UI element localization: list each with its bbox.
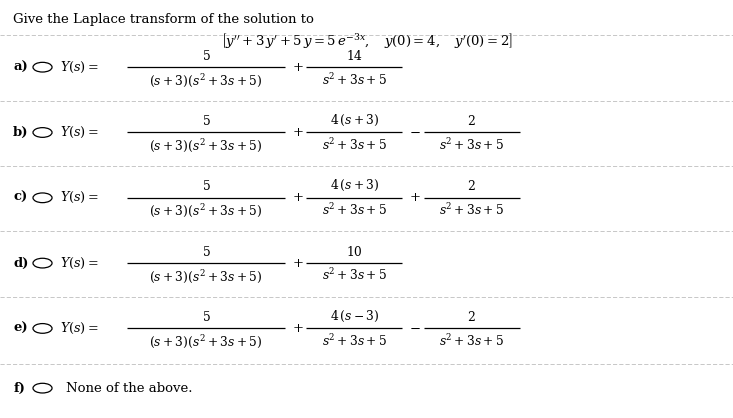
- Text: $Y(s)=$: $Y(s)=$: [60, 190, 99, 205]
- Text: $\left[y^{\prime\prime}+3\,y^{\prime}+5\,y=5\,e^{-3x},\quad y(0)=4,\quad y^{\pri: $\left[y^{\prime\prime}+3\,y^{\prime}+5\…: [221, 31, 512, 50]
- Text: None of the above.: None of the above.: [66, 382, 193, 395]
- Text: $(s+3) (s^{2}+3s+5)$: $(s+3) (s^{2}+3s+5)$: [149, 202, 262, 219]
- Text: $s^{2}+3s+5$: $s^{2}+3s+5$: [322, 268, 387, 283]
- Text: $2$: $2$: [468, 179, 476, 194]
- Text: $+$: $+$: [292, 322, 303, 335]
- Text: $4\,(s+3)$: $4\,(s+3)$: [330, 113, 379, 128]
- Text: $5$: $5$: [202, 114, 210, 128]
- Text: $Y(s)=$: $Y(s)=$: [60, 255, 99, 271]
- Text: $(s+3) (s^{2}+3s+5)$: $(s+3) (s^{2}+3s+5)$: [149, 268, 262, 285]
- Text: $Y(s)=$: $Y(s)=$: [60, 60, 99, 75]
- Text: $10$: $10$: [346, 245, 363, 259]
- Text: $-$: $-$: [409, 126, 421, 139]
- Text: $s^{2}+3s+5$: $s^{2}+3s+5$: [439, 202, 504, 218]
- Text: $2$: $2$: [468, 310, 476, 324]
- Text: c): c): [13, 191, 27, 204]
- Text: $4\,(s+3)$: $4\,(s+3)$: [330, 178, 379, 194]
- Text: $5$: $5$: [202, 245, 210, 259]
- Text: $4\,(s-3)$: $4\,(s-3)$: [330, 309, 379, 324]
- Text: $-$: $-$: [409, 322, 421, 335]
- Text: $s^{2}+3s+5$: $s^{2}+3s+5$: [439, 137, 504, 153]
- Text: $+$: $+$: [292, 126, 303, 139]
- Text: $Y(s)=$: $Y(s)=$: [60, 125, 99, 140]
- Text: f): f): [13, 382, 25, 395]
- Text: $2$: $2$: [468, 114, 476, 128]
- Text: $+$: $+$: [292, 257, 303, 270]
- Text: $5$: $5$: [202, 49, 210, 63]
- Text: $+$: $+$: [292, 191, 303, 204]
- Text: Give the Laplace transform of the solution to: Give the Laplace transform of the soluti…: [13, 13, 314, 25]
- Text: $5$: $5$: [202, 310, 210, 324]
- Text: $s^{2}+3s+5$: $s^{2}+3s+5$: [322, 202, 387, 218]
- Text: $Y(s)=$: $Y(s)=$: [60, 321, 99, 336]
- Text: $(s+3) (s^{2}+3s+5)$: $(s+3) (s^{2}+3s+5)$: [149, 137, 262, 154]
- Text: $(s+3) (s^{2}+3s+5)$: $(s+3) (s^{2}+3s+5)$: [149, 333, 262, 350]
- Text: d): d): [13, 257, 29, 270]
- Text: $(s+3) (s^{2}+3s+5)$: $(s+3) (s^{2}+3s+5)$: [149, 71, 262, 89]
- Text: $s^{2}+3s+5$: $s^{2}+3s+5$: [322, 333, 387, 349]
- Text: $s^{2}+3s+5$: $s^{2}+3s+5$: [322, 71, 387, 87]
- Text: $5$: $5$: [202, 179, 210, 194]
- Text: $+$: $+$: [292, 61, 303, 74]
- Text: $14$: $14$: [346, 49, 363, 63]
- Text: b): b): [13, 126, 29, 139]
- Text: $s^{2}+3s+5$: $s^{2}+3s+5$: [322, 137, 387, 153]
- Text: a): a): [13, 61, 28, 74]
- Text: e): e): [13, 322, 28, 335]
- Text: $s^{2}+3s+5$: $s^{2}+3s+5$: [439, 333, 504, 349]
- Text: $+$: $+$: [409, 191, 421, 204]
